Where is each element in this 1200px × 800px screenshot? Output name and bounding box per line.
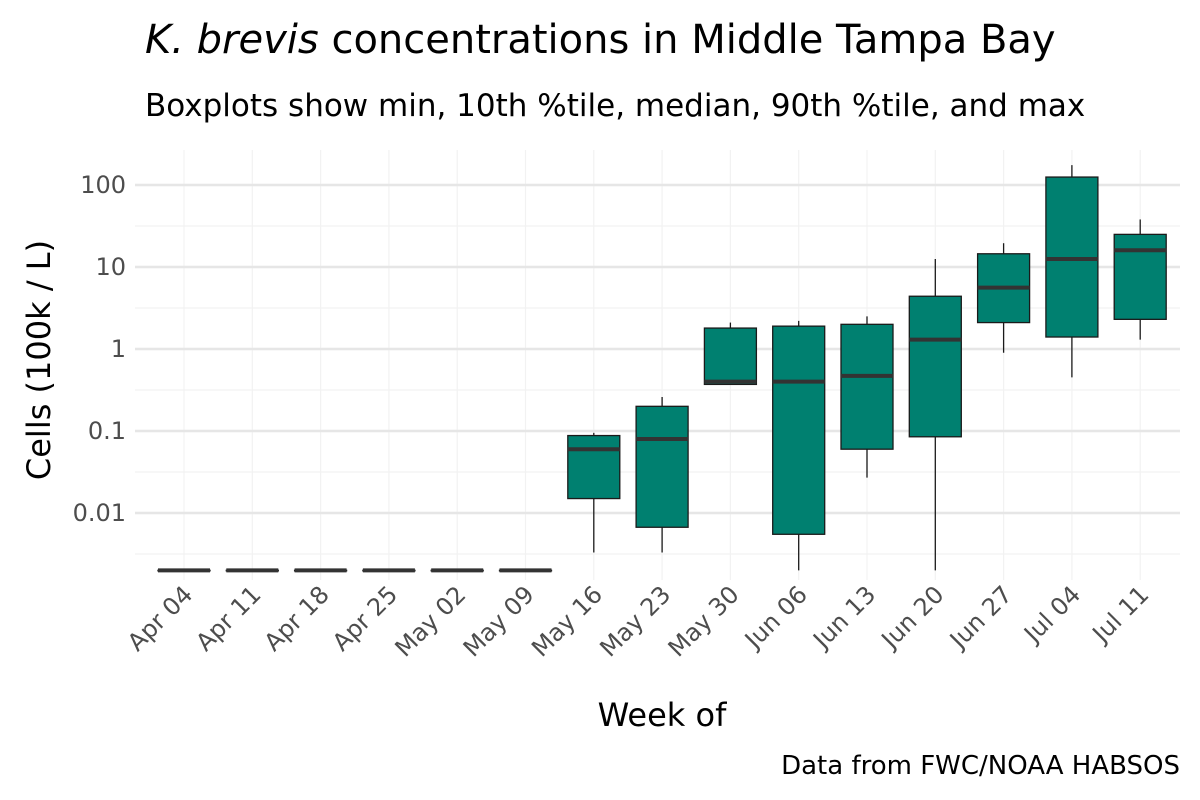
x-tick-label: Jun 20 [875,580,950,655]
box [840,323,894,450]
chart-title-species: K. brevis [145,17,319,63]
chart-title: K. brevis concentrations in Middle Tampa… [145,14,1056,66]
y-tick-label: 0.1 [88,417,126,445]
x-axis-title: Week of [598,696,727,734]
boxplot-jul-11 [1113,219,1167,340]
boxplot-jun-20 [908,259,962,571]
boxplot-may-09 [498,568,553,573]
box [703,327,758,386]
boxplot-apr-11 [225,568,279,573]
boxplot-may-16 [567,432,621,553]
x-tick-label: Jul 04 [1017,580,1086,649]
boxplot-jun-27 [976,243,1031,353]
box [567,434,621,500]
boxplot-jun-13 [840,316,894,478]
x-tick-label: May 09 [458,580,540,662]
box [635,405,689,528]
boxplot-series [157,165,1167,573]
box [1113,233,1167,320]
boxplot-jul-04 [1045,165,1099,378]
y-tick-label: 0.01 [73,499,126,527]
x-tick-label: Jun 27 [943,580,1018,655]
y-axis-title: Cells (100k / L) [20,240,58,480]
boxplot-jun-06 [772,320,826,571]
chart-title-rest: concentrations in Middle Tampa Bay [318,17,1056,63]
chart-subtitle: Boxplots show min, 10th %tile, median, 9… [145,88,1086,124]
boxplot-may-30 [703,322,758,386]
x-tick-label: May 16 [526,580,608,662]
x-tick-label: Apr 18 [259,580,335,656]
x-tick-label: May 30 [663,580,745,662]
box [772,325,826,535]
x-tick-label: May 23 [594,580,676,662]
boxplot-apr-18 [293,568,348,573]
data-source-caption: Data from FWC/NOAA HABSOS [781,751,1180,781]
x-tick-label: May 02 [390,580,472,662]
boxplot-apr-25 [362,568,416,573]
y-axis-ticks: 0.01 0.1 1 10 100 [73,171,126,527]
x-tick-label: Apr 04 [122,580,198,656]
box [1045,176,1099,338]
boxplot-may-23 [635,396,689,553]
y-tick-label: 10 [95,253,126,281]
box [908,295,962,438]
y-tick-label: 1 [111,335,126,363]
x-tick-label: Apr 11 [190,580,266,656]
y-tick-label: 100 [80,171,126,199]
boxplot-apr-04 [157,568,211,573]
x-tick-label: Jun 13 [807,580,882,655]
x-tick-label: Jun 06 [738,580,813,655]
boxplot-may-02 [430,568,484,573]
x-tick-label: Jul 11 [1086,580,1155,649]
